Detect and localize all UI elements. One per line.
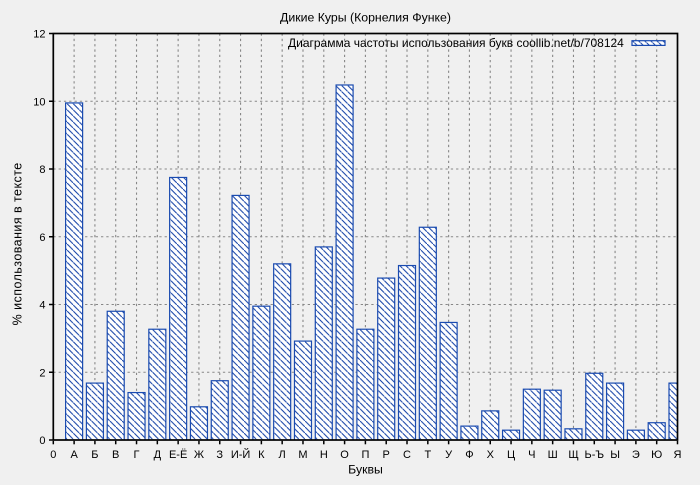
svg-text:Я: Я (674, 449, 682, 461)
svg-text:Буквы: Буквы (348, 463, 383, 477)
svg-text:Ф: Ф (465, 449, 473, 461)
svg-text:Ю: Ю (651, 449, 662, 461)
svg-text:О: О (340, 449, 349, 461)
svg-text:Ь-Ъ: Ь-Ъ (584, 449, 604, 461)
svg-text:Н: Н (320, 449, 328, 461)
svg-text:0: 0 (50, 449, 56, 461)
svg-text:0: 0 (39, 435, 45, 447)
svg-text:В: В (112, 449, 119, 461)
svg-text:4: 4 (39, 300, 45, 312)
svg-text:М: М (298, 449, 307, 461)
svg-text:Ж: Ж (194, 449, 204, 461)
svg-text:Щ: Щ (568, 449, 578, 461)
svg-text:Ч: Ч (528, 449, 535, 461)
svg-text:Э: Э (632, 449, 640, 461)
svg-text:Х: Х (487, 449, 495, 461)
svg-text:Е-Ё: Е-Ё (169, 449, 187, 461)
svg-text:У: У (445, 449, 453, 461)
svg-text:6: 6 (39, 232, 45, 244)
svg-text:П: П (361, 449, 369, 461)
svg-text:Л: Л (279, 449, 286, 461)
svg-text:Т: Т (424, 449, 431, 461)
svg-text:Р: Р (383, 449, 390, 461)
svg-text:10: 10 (33, 96, 45, 108)
svg-text:% использования в тексте: % использования в тексте (11, 162, 25, 325)
svg-text:Ц: Ц (507, 449, 515, 461)
svg-text:Ы: Ы (610, 449, 620, 461)
svg-text:Д: Д (154, 449, 162, 461)
svg-text:Г: Г (134, 449, 140, 461)
svg-text:2: 2 (39, 367, 45, 379)
svg-text:Ш: Ш (548, 449, 558, 461)
svg-text:8: 8 (39, 164, 45, 176)
svg-text:Диаграмма частоты использовани: Диаграмма частоты использования букв coo… (288, 36, 624, 50)
svg-text:12: 12 (33, 29, 45, 41)
svg-text:И-Й: И-Й (231, 448, 250, 461)
svg-text:Дикие Куры (Корнелия Функе): Дикие Куры (Корнелия Функе) (280, 11, 451, 25)
svg-text:С: С (403, 449, 411, 461)
svg-text:А: А (70, 449, 78, 461)
svg-text:К: К (258, 449, 265, 461)
svg-text:З: З (216, 449, 223, 461)
svg-text:Б: Б (91, 449, 98, 461)
